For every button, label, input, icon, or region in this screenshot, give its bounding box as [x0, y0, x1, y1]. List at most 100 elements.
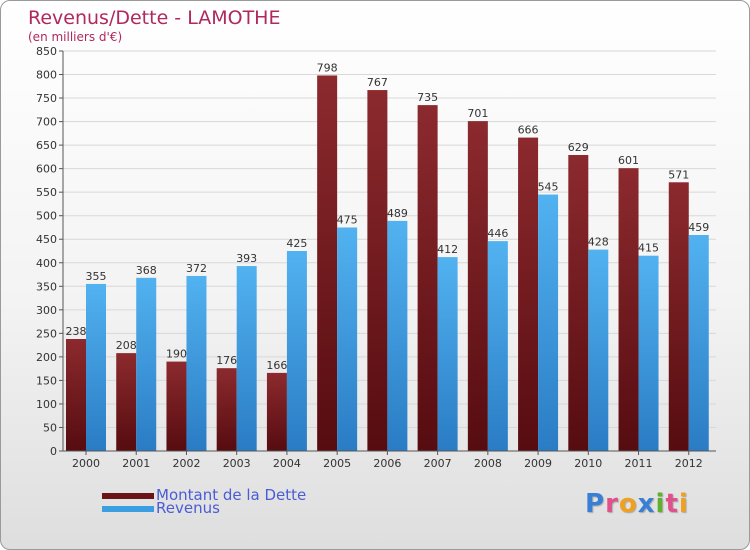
y-tick-label: 300 [36, 304, 57, 317]
y-tick-label: 850 [36, 45, 57, 58]
x-tick-label: 2008 [474, 457, 502, 470]
data-label: 767 [367, 76, 388, 89]
y-axis-ticks: 0 50 100 150 200 250 300 350 400 450 500 550 600 650 7… [36, 45, 63, 458]
data-label: 355 [86, 270, 107, 283]
data-label: 701 [467, 107, 488, 120]
logo-letter: i [678, 489, 689, 519]
bar-debt [568, 155, 589, 451]
bar-revenue [337, 227, 358, 451]
bar-revenue [86, 283, 106, 451]
bar-debt [317, 75, 338, 452]
x-tick-label: 2006 [373, 457, 401, 470]
bar-revenue [638, 255, 659, 451]
bar-debt [66, 339, 86, 451]
y-tick-label: 600 [36, 163, 57, 176]
x-tick-label: 2004 [273, 457, 301, 470]
bar-debt [367, 90, 388, 451]
data-label: 446 [487, 227, 508, 240]
x-tick-label: 2011 [625, 457, 653, 470]
data-label: 629 [568, 141, 589, 154]
bar-revenue [136, 277, 157, 451]
axes [62, 51, 716, 452]
data-label: 166 [266, 359, 287, 372]
bar-revenue [588, 249, 609, 451]
x-tick-label: 2000 [72, 457, 100, 470]
data-label: 571 [668, 168, 689, 181]
data-label: 393 [236, 252, 257, 265]
bar-revenue [688, 235, 709, 451]
x-tick-label: 2003 [223, 457, 251, 470]
data-label: 190 [166, 348, 187, 361]
x-tick-label: 2010 [574, 457, 602, 470]
data-label: 208 [116, 339, 137, 352]
y-tick-label: 700 [36, 116, 57, 129]
y-tick-label: 150 [36, 374, 57, 387]
x-tick-label: 2009 [524, 457, 552, 470]
y-tick-label: 0 [50, 445, 57, 458]
x-tick-label: 2002 [172, 457, 200, 470]
data-label: 238 [66, 325, 87, 338]
logo-letter: o [618, 489, 638, 519]
bar-revenue [186, 275, 207, 451]
bar-debt [518, 137, 539, 451]
y-tick-label: 800 [36, 69, 57, 82]
x-axis-ticks: 2000 2001 2002 2003 2004 2005 2006 2007 2008 2009… [72, 451, 703, 470]
bar-revenue [437, 257, 458, 451]
logo-letter: t [665, 489, 679, 519]
x-tick-label: 2007 [424, 457, 452, 470]
y-tick-label: 400 [36, 257, 57, 270]
data-label: 475 [337, 213, 358, 226]
data-label: 368 [136, 264, 157, 277]
legend-label-debt: Montant de la Dette [156, 486, 307, 504]
bar-debt [116, 353, 137, 451]
data-label: 428 [588, 236, 609, 249]
y-tick-label: 450 [36, 233, 57, 246]
bars [66, 75, 709, 452]
page-title: Revenus/Dette - LAMOTHE [28, 7, 281, 29]
bar-debt [216, 368, 237, 451]
bar-debt [467, 121, 488, 451]
legend-label-revenue: Revenus [156, 499, 220, 517]
data-label: 412 [437, 243, 458, 256]
y-tick-label: 350 [36, 280, 57, 293]
data-label: 425 [286, 237, 307, 250]
bar-debt [618, 168, 639, 452]
logo-letter: P [585, 489, 606, 519]
y-tick-label: 50 [43, 421, 57, 434]
y-tick-label: 650 [36, 139, 57, 152]
data-label: 372 [186, 262, 207, 275]
data-label: 176 [216, 354, 237, 367]
data-label: 415 [638, 242, 659, 255]
logo-letter: r [605, 489, 619, 519]
y-tick-label: 500 [36, 210, 57, 223]
logo-letter: x [637, 489, 656, 519]
data-label: 735 [417, 91, 438, 104]
bar-revenue [236, 266, 257, 451]
data-label: 489 [387, 207, 408, 220]
proxiti-logo: Proxiti [585, 489, 689, 519]
bar-debt [417, 105, 438, 451]
bar-debt [668, 182, 689, 451]
bar-revenue [286, 251, 307, 451]
data-label: 601 [618, 154, 639, 167]
y-tick-label: 550 [36, 186, 57, 199]
legend-swatch-revenue [102, 506, 154, 512]
data-label: 459 [688, 221, 709, 234]
data-label: 545 [538, 181, 559, 194]
data-label: 798 [317, 61, 338, 74]
x-tick-label: 2005 [323, 457, 351, 470]
data-labels: 238 355 208 368 190 372 176 393 166 425 798 475 767 4… [66, 61, 710, 371]
bar-revenue [387, 220, 408, 451]
y-tick-label: 100 [36, 398, 57, 411]
bar-debt [266, 372, 287, 451]
y-tick-label: 200 [36, 351, 57, 364]
chart-subtitle: (en milliers d'€) [28, 30, 123, 44]
logo-letter: i [655, 489, 666, 519]
x-tick-label: 2001 [122, 457, 150, 470]
x-tick-label: 2012 [675, 457, 703, 470]
bar-debt [166, 361, 187, 451]
y-tick-label: 250 [36, 327, 57, 340]
legend-swatch-debt [102, 493, 154, 499]
